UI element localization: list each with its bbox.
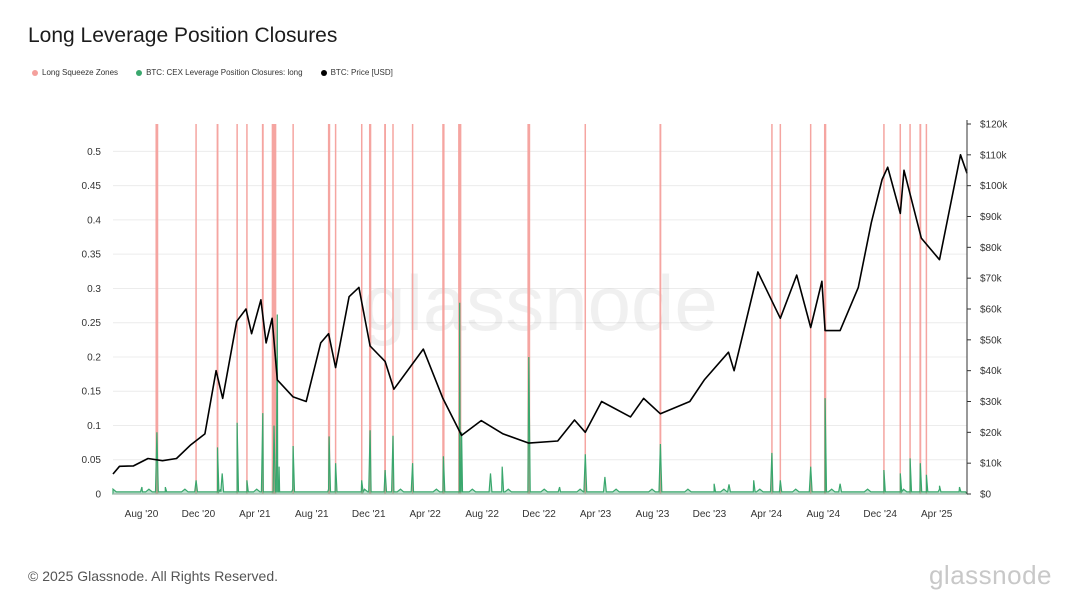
squeeze-zone (236, 124, 238, 494)
copyright-footer: © 2025 Glassnode. All Rights Reserved. (28, 568, 279, 584)
x-tick-label: Dec '24 (863, 509, 897, 520)
x-tick-label: Apr '21 (239, 509, 271, 520)
y-left-tick-label: 0.15 (82, 387, 102, 398)
y-left-tick-label: 0.1 (87, 421, 101, 432)
legend-label-squeeze: Long Squeeze Zones (42, 68, 119, 77)
x-tick-label: Aug '22 (465, 509, 499, 520)
x-tick-label: Aug '21 (295, 509, 329, 520)
y-left-tick-label: 0.25 (82, 318, 102, 329)
squeeze-zone (584, 124, 587, 494)
legend-label-price: BTC: Price [USD] (330, 68, 393, 77)
squeeze-zone (925, 124, 928, 494)
legend-dot-closures-icon (136, 69, 143, 76)
y-right-tick-label: $100k (980, 181, 1008, 192)
squeeze-zone (195, 124, 197, 494)
x-tick-label: Apr '25 (921, 509, 953, 520)
y-left-tick-label: 0.45 (82, 181, 102, 192)
brand-logo: glassnode (928, 560, 1052, 590)
x-tick-label: Apr '24 (751, 509, 783, 520)
squeeze-zone (292, 124, 294, 494)
y-left-tick-label: 0.5 (87, 147, 101, 158)
y-left-tick-label: 0.2 (87, 352, 101, 363)
squeeze-zone (659, 124, 662, 494)
squeeze-zone (527, 124, 531, 494)
squeeze-zone (899, 124, 902, 494)
watermark-text: glassnode (362, 259, 718, 347)
y-left-tick-label: 0.3 (87, 284, 101, 295)
y-left-tick-label: 0 (95, 490, 101, 501)
x-tick-label: Dec '21 (352, 509, 386, 520)
legend-dot-squeeze-icon (32, 69, 38, 76)
y-right-tick-label: $30k (980, 397, 1003, 408)
x-tick-label: Aug '23 (636, 509, 670, 520)
squeeze-zone (246, 124, 248, 494)
y-right-tick-label: $80k (980, 243, 1003, 254)
price-series (112, 154, 968, 475)
squeeze-zone (909, 124, 911, 494)
squeeze-zone (919, 124, 922, 494)
x-tick-label: Aug '24 (806, 509, 840, 520)
closures-series (112, 302, 969, 495)
x-tick-label: Apr '23 (580, 509, 612, 520)
y-right-tick-label: $110k (980, 150, 1008, 161)
y-right-tick-label: $10k (980, 459, 1003, 470)
legend-label-closures: BTC: CEX Leverage Position Closures: lon… (146, 68, 303, 77)
squeeze-zone (360, 124, 363, 494)
squeeze-zone (883, 124, 885, 494)
squeeze-zone (771, 124, 773, 494)
y-right-tick-label: $20k (980, 428, 1003, 439)
squeeze-zone (442, 124, 445, 494)
y-right-tick-label: $0 (980, 490, 992, 501)
x-tick-label: Dec '23 (693, 509, 727, 520)
chart-title: Long Leverage Position Closures (28, 24, 338, 47)
x-tick-label: Aug '20 (125, 509, 159, 520)
x-tick-label: Dec '22 (522, 509, 556, 520)
legend-item-price[interactable]: BTC: Price [USD] (320, 68, 393, 77)
y-right-tick-label: $90k (980, 212, 1003, 223)
squeeze-zone (334, 124, 337, 494)
squeeze-zone (392, 124, 394, 494)
y-right-tick-label: $60k (980, 305, 1003, 316)
squeeze-zone (809, 124, 812, 494)
legend-item-closures[interactable]: BTC: CEX Leverage Position Closures: lon… (136, 68, 303, 77)
y-right-tick-label: $70k (980, 274, 1003, 285)
squeeze-zone (155, 124, 159, 494)
legend-item-squeeze[interactable]: Long Squeeze Zones (32, 68, 118, 77)
y-right-tick-label: $40k (980, 366, 1003, 377)
squeeze-zone (271, 124, 277, 494)
legend: Long Squeeze Zones BTC: CEX Leverage Pos… (32, 68, 393, 77)
squeeze-zone (368, 124, 372, 494)
y-left-tick-label: 0.35 (82, 250, 102, 261)
y-left-tick-label: 0.4 (87, 215, 101, 226)
y-right-tick-label: $120k (980, 120, 1008, 131)
x-tick-label: Dec '20 (182, 509, 216, 520)
x-tick-label: Apr '22 (410, 509, 442, 520)
squeeze-zone (327, 124, 331, 494)
squeeze-zone (411, 124, 414, 494)
squeeze-zone (384, 124, 386, 494)
squeeze-zone (216, 124, 219, 494)
squeeze-zone (823, 124, 827, 494)
squeeze-zone (779, 124, 782, 494)
y-right-tick-label: $50k (980, 335, 1003, 346)
legend-dot-price-icon (320, 69, 327, 76)
y-left-tick-label: 0.05 (82, 455, 102, 466)
